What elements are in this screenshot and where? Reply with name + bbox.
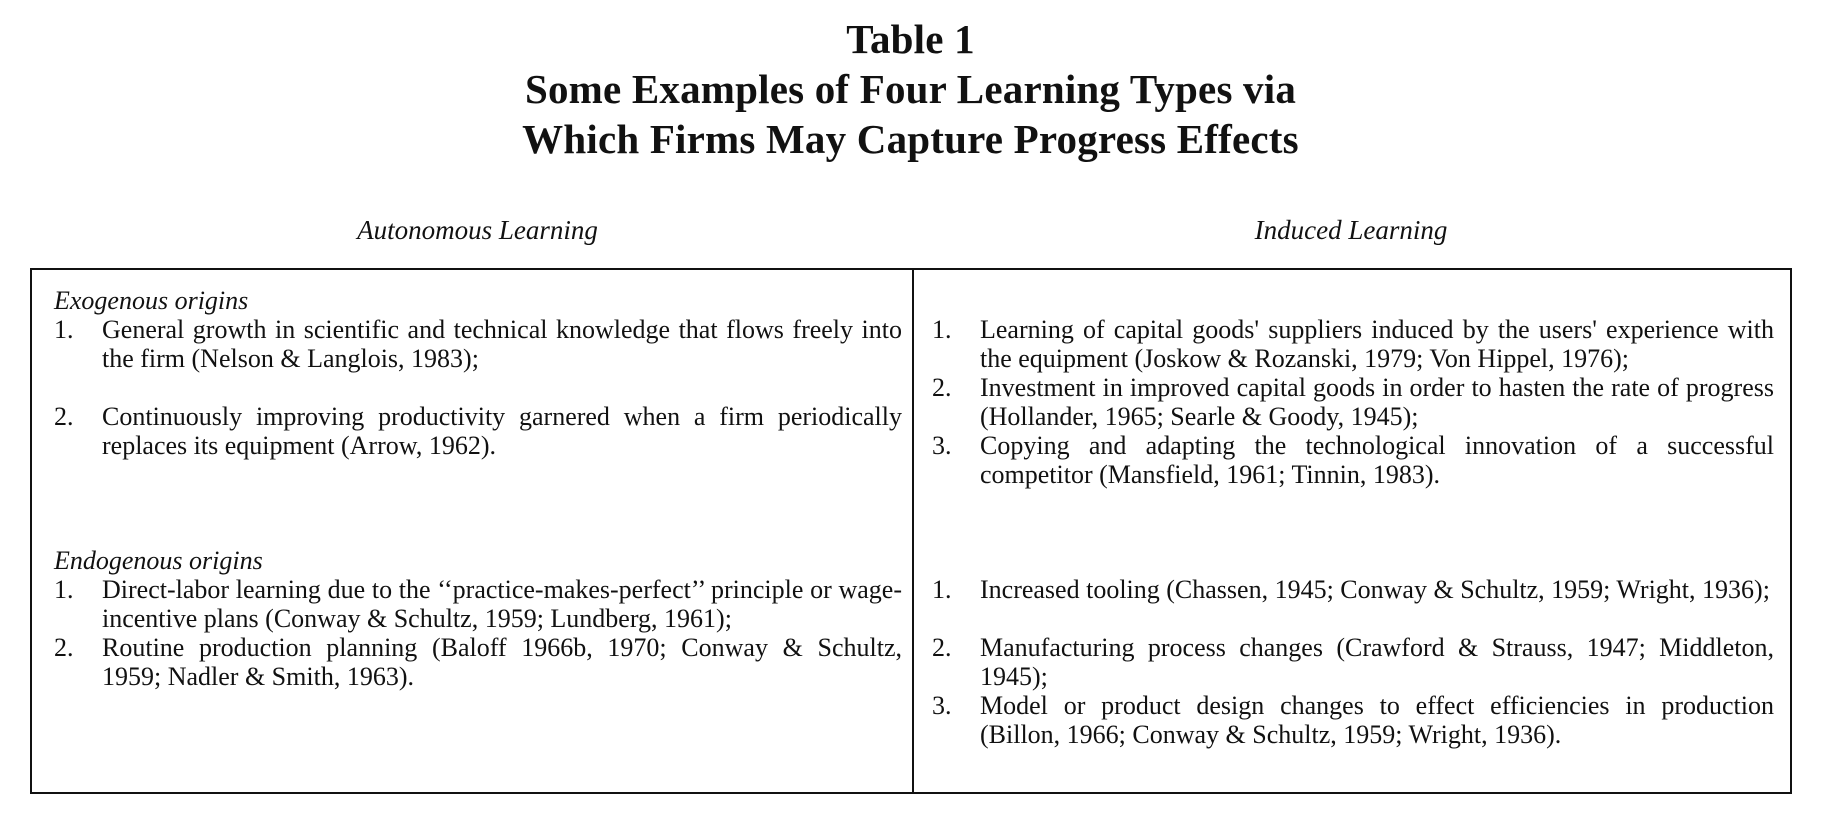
- table-title: Table 1 Some Examples of Four Learning T…: [0, 14, 1821, 164]
- item-number: 1.: [54, 575, 74, 604]
- list-item: 2. Investment in improved capital goods …: [932, 373, 1774, 431]
- item-text: Increased tooling (Chassen, 1945; Conway…: [980, 575, 1770, 604]
- item-number: 2.: [932, 633, 952, 662]
- exogenous-induced-list: 1. Learning of capital goods' suppliers …: [932, 315, 1774, 489]
- item-number: 2.: [54, 633, 74, 662]
- endogenous-autonomous-cell: Endogenous origins 1. Direct-labor learn…: [54, 546, 902, 691]
- column-header-autonomous: Autonomous Learning: [357, 215, 598, 245]
- item-number: 2.: [932, 373, 952, 402]
- exogenous-induced-cell: 1. Learning of capital goods' suppliers …: [932, 315, 1774, 489]
- list-item: 1. Learning of capital goods' suppliers …: [932, 315, 1774, 373]
- item-text: General growth in scientific and technic…: [102, 315, 902, 373]
- item-number: 2.: [54, 402, 74, 431]
- item-number: 1.: [54, 315, 74, 344]
- list-item: 2. Continuously improving productivity g…: [54, 402, 902, 460]
- section-label-exogenous: Exogenous origins: [54, 286, 249, 315]
- endogenous-induced-cell: 1. Increased tooling (Chassen, 1945; Con…: [932, 575, 1774, 749]
- table-title-line-2: Which Firms May Capture Progress Effects: [522, 116, 1299, 162]
- list-item: 3. Model or product design changes to ef…: [932, 691, 1774, 749]
- learning-types-table: Exogenous origins 1. General growth in s…: [30, 268, 1792, 794]
- list-item: 1. Increased tooling (Chassen, 1945; Con…: [932, 575, 1774, 604]
- item-text: Direct-labor learning due to the ‘‘pract…: [102, 575, 902, 633]
- item-number: 1.: [932, 575, 952, 604]
- endogenous-autonomous-list: 1. Direct-labor learning due to the ‘‘pr…: [54, 575, 902, 691]
- table-title-line-1: Some Examples of Four Learning Types via: [524, 66, 1297, 112]
- list-item: 2. Manufacturing process changes (Crawfo…: [932, 633, 1774, 691]
- exogenous-autonomous-list: 1. General growth in scientific and tech…: [54, 315, 902, 460]
- item-text: Copying and adapting the technological i…: [980, 431, 1774, 489]
- item-number: 3.: [932, 431, 952, 460]
- item-number: 1.: [932, 315, 952, 344]
- table-number: Table 1: [846, 16, 975, 62]
- item-text: Learning of capital goods' suppliers ind…: [980, 315, 1774, 373]
- list-item: 1. General growth in scientific and tech…: [54, 315, 902, 373]
- item-text: Continuously improving productivity garn…: [102, 402, 902, 460]
- endogenous-induced-list: 1. Increased tooling (Chassen, 1945; Con…: [932, 575, 1774, 749]
- exogenous-autonomous-cell: Exogenous origins 1. General growth in s…: [54, 286, 902, 460]
- list-item: 1. Direct-labor learning due to the ‘‘pr…: [54, 575, 902, 633]
- column-divider: [912, 270, 914, 792]
- item-text: Routine production planning (Baloff 1966…: [102, 633, 902, 691]
- column-header-induced: Induced Learning: [1254, 215, 1448, 245]
- list-item: 2. Routine production planning (Baloff 1…: [54, 633, 902, 691]
- section-label-endogenous: Endogenous origins: [54, 546, 263, 575]
- item-text: Manufacturing process changes (Crawford …: [980, 633, 1774, 691]
- item-number: 3.: [932, 691, 952, 720]
- item-text: Investment in improved capital goods in …: [980, 373, 1774, 431]
- list-item: 3. Copying and adapting the technologica…: [932, 431, 1774, 489]
- item-text: Model or product design changes to effec…: [980, 691, 1774, 749]
